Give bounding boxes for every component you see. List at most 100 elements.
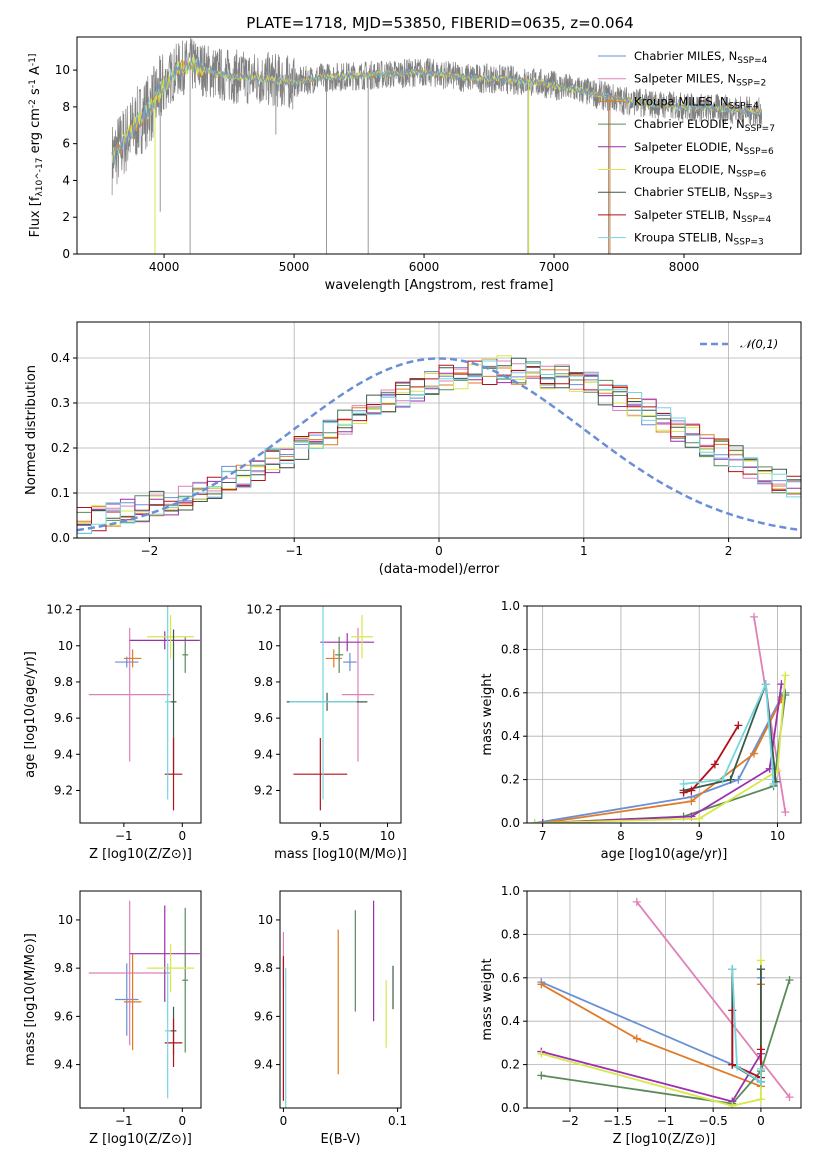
x-tick-label: 8000	[669, 260, 700, 274]
y-tick-label: 9.8	[254, 675, 273, 689]
mass-vs-EBV-ticks: 0 0.1 9.4 9.6 9.8 10	[254, 913, 407, 1128]
data-point-marker	[750, 612, 759, 621]
y-tick-label: 0.0	[501, 816, 520, 830]
residuals-frame	[76, 321, 802, 539]
y-tick-label: 10	[58, 639, 73, 653]
histogram-series	[77, 360, 801, 534]
data-point-marker	[728, 1101, 737, 1108]
y-tick-label: 0.3	[51, 396, 70, 410]
data-point-marker	[726, 775, 735, 784]
mass-vs-Z-plot	[88, 900, 200, 1099]
x-tick-label: 5000	[279, 260, 310, 274]
y-tick-label: 9.2	[254, 783, 273, 797]
data-point-marker	[728, 1060, 737, 1069]
x-tick-label: 0	[178, 829, 186, 843]
age-vs-Z-ylabel: age [log10(age/yr)]	[23, 651, 38, 778]
data-point	[182, 907, 189, 1053]
data-point-marker	[785, 975, 794, 984]
mass-vs-Z-frame	[79, 890, 202, 1109]
age-vs-Z-frame	[79, 605, 202, 824]
spectrum-axes: 4000 5000 6000 7000 8000 0 2 4 6 8 10 wavelength [A…	[28, 54, 699, 293]
data-point	[123, 649, 142, 668]
mass-weight-line	[540, 983, 762, 1088]
residuals-ticks: −2 −1 0 1 2 0.0 0.1 0.2 0.3 0.4	[51, 351, 733, 558]
x-tick-label: 9.5	[311, 829, 330, 843]
y-tick-label: 0.2	[501, 773, 520, 787]
mass-weight-line	[731, 969, 762, 1084]
data-point	[129, 631, 200, 650]
data-point-marker	[733, 1062, 742, 1071]
age-vs-Z-axes: −1 0 9.2 9.4 9.6 9.8 10 10.2 Z [log10(Z/Z⊙)] age …	[23, 603, 192, 862]
data-point-marker	[538, 819, 547, 823]
x-tick-label: 9	[695, 829, 703, 843]
x-tick-label: 10	[770, 829, 785, 843]
data-point-marker	[710, 760, 719, 769]
y-tick-label: 9.4	[54, 1058, 73, 1072]
legend-entry: Salpeter ELODIE, NSSP=6	[634, 140, 774, 157]
x-tick-label: 1	[580, 544, 588, 558]
data-point-marker	[679, 788, 688, 797]
y-tick-label: 0.4	[501, 1014, 520, 1028]
mass-weight-line	[683, 724, 740, 794]
age-vs-mass-frame	[279, 605, 402, 824]
data-point-marker	[632, 1034, 641, 1043]
age-vs-Z-xlabel: Z [log10(Z/Z⊙)]	[89, 847, 192, 862]
data-point-marker	[756, 1095, 765, 1104]
mass-weight-line	[540, 977, 762, 1084]
mass-vs-Z-axes: −1 0 9.4 9.6 9.8 10 Z [log10(Z/Z⊙)] mass [log10…	[23, 913, 192, 1147]
y-tick-label: 9.8	[54, 675, 73, 689]
y-tick-label: 0.4	[51, 351, 70, 365]
y-tick-label: 1.0	[501, 884, 520, 898]
mass-vs-EBV-plot	[282, 900, 394, 1108]
mass-weight-line	[534, 675, 787, 823]
x-tick-label: −2	[561, 1114, 579, 1128]
histogram-series	[77, 361, 801, 523]
x-tick-label: −1	[285, 544, 303, 558]
x-tick-label: 0.1	[388, 1114, 407, 1128]
y-tick-label: 9.6	[254, 1009, 273, 1023]
legend-entry: Kroupa STELIB, NSSP=3	[634, 231, 764, 248]
data-point	[341, 627, 375, 762]
data-point-marker	[695, 814, 704, 823]
figure-title: PLATE=1718, MJD=53850, FIBERID=0635, z=0…	[246, 14, 633, 32]
y-tick-label: 9.2	[54, 783, 73, 797]
x-tick-label: 4000	[149, 260, 180, 274]
legend-entry: Salpeter STELIB, NSSP=4	[634, 208, 771, 225]
spectrum-xlabel: wavelength [Angstrom, rest frame]	[325, 278, 554, 293]
mass-vs-EBV-xlabel: E(B-V)	[320, 1132, 360, 1147]
spectrum-legend: Chabrier MILES, NSSP=4 Salpeter MILES, NS…	[598, 49, 775, 247]
data-point-marker	[756, 965, 765, 974]
y-tick-label: 9.8	[254, 961, 273, 975]
legend-entry: Kroupa ELODIE, NSSP=6	[634, 163, 766, 180]
y-tick-label: 9.8	[54, 961, 73, 975]
y-tick-label: 0.8	[501, 642, 520, 656]
y-tick-label: 1.0	[501, 599, 520, 613]
data-point-marker	[781, 690, 790, 699]
massweight-vs-age-ylabel: mass weight	[480, 673, 495, 755]
massweight-vs-Z-ticks: −2 −1.5 −1 −0.5 0 0.0 0.2 0.4 0.6 0.8 1.0	[501, 884, 765, 1128]
y-tick-label: 9.4	[254, 1058, 273, 1072]
x-tick-label: 6000	[409, 260, 440, 274]
data-point-marker	[756, 1064, 765, 1073]
x-tick-label: −2	[141, 544, 159, 558]
data-point-marker	[761, 680, 770, 689]
mass-weight-line	[541, 969, 762, 1103]
data-point-marker	[785, 1093, 794, 1102]
data-point-marker	[537, 1049, 546, 1058]
y-tick-label: 0.4	[501, 729, 520, 743]
data-point	[88, 627, 171, 762]
mass-weight-line	[636, 901, 791, 1098]
y-tick-label: 0.0	[501, 1101, 520, 1115]
age-vs-mass-axes: 9.5 10 9.2 9.4 9.6 9.8 10 10.2 mass [log10(M/M⊙)…	[246, 603, 407, 862]
data-point-marker	[632, 897, 641, 906]
y-tick-label: 0.0	[51, 531, 70, 545]
age-vs-mass-xlabel: mass [log10(M/M⊙)]	[274, 847, 407, 862]
x-tick-label: −0.5	[699, 1114, 728, 1128]
data-point-marker	[756, 956, 765, 965]
massweight-vs-Z-ylabel: mass weight	[480, 958, 495, 1040]
data-point-marker	[687, 797, 696, 806]
y-tick-label: 9.4	[54, 747, 73, 761]
y-tick-label: 9.6	[54, 711, 73, 725]
residuals-ylabel: Normed distribution	[24, 365, 39, 495]
